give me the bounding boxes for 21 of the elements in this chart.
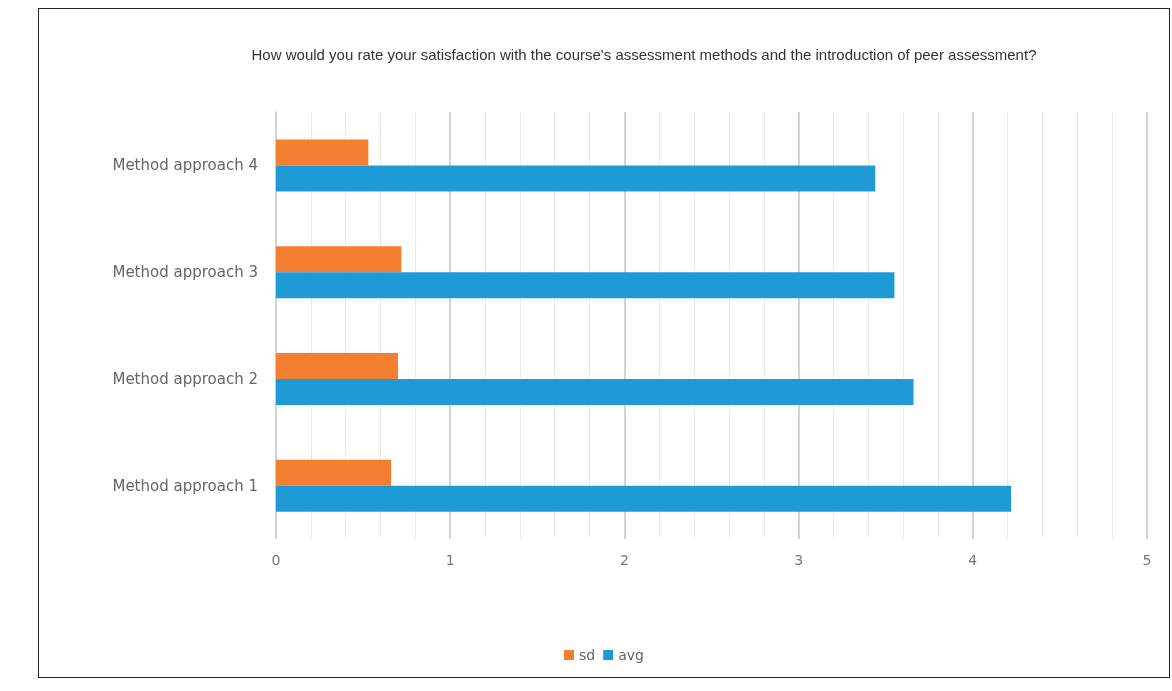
bar — [276, 272, 895, 299]
bar — [276, 246, 402, 273]
bar — [276, 378, 914, 405]
bar — [276, 485, 1012, 512]
x-tick-label: 1 — [445, 552, 455, 568]
bar — [276, 165, 876, 192]
chart-title: How would you rate your satisfaction with the course's assessment methods and the introduction of peer assessment? — [251, 45, 1037, 63]
x-tick-label: 0 — [271, 552, 281, 568]
y-tick-label: Method approach 3 — [112, 263, 258, 282]
x-tick-label: 5 — [1142, 552, 1152, 568]
legend-label: avg — [618, 647, 644, 663]
legend-label: sd — [579, 647, 596, 663]
x-tick-label: 2 — [619, 552, 629, 568]
y-tick-label: Method approach 4 — [112, 156, 258, 175]
bar — [276, 459, 391, 486]
x-tick-label: 4 — [968, 552, 978, 568]
bar — [276, 139, 369, 166]
y-tick-label: Method approach 2 — [112, 369, 258, 388]
y-tick-label: Method approach 1 — [112, 476, 258, 495]
x-tick-label: 3 — [794, 552, 804, 568]
bar — [276, 352, 398, 379]
